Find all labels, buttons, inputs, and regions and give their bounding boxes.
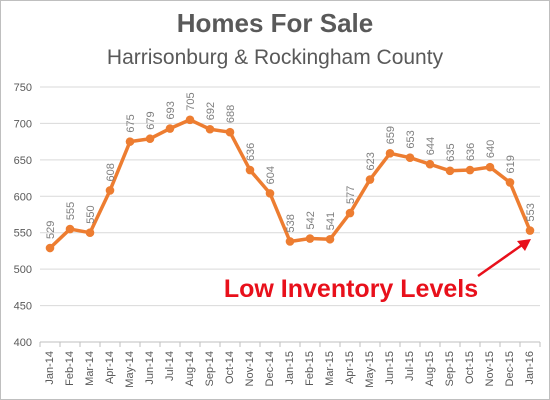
annotation-text: Low Inventory Levels [224, 275, 478, 303]
data-point [505, 178, 515, 187]
x-tick-label: Jul-14 [164, 351, 176, 381]
data-label: 623 [365, 152, 377, 170]
x-tick-label: Nov-15 [484, 351, 496, 386]
data-point [245, 165, 255, 175]
x-tick-label: Jul-15 [404, 351, 416, 381]
data-label: 640 [485, 140, 497, 158]
y-tick-label: 500 [14, 264, 32, 276]
data-label: 675 [125, 114, 137, 132]
data-label: 604 [265, 166, 277, 184]
data-point [525, 226, 535, 235]
data-label: 538 [285, 214, 297, 232]
x-tick-label: Jun-14 [144, 351, 156, 385]
x-axis-ticks: Jan-14 Feb-14 Mar-14 Apr-14 May-14 Jun-14 Jul-… [44, 351, 536, 388]
data-point [205, 124, 215, 134]
x-tick-label: Aug-15 [424, 351, 436, 386]
data-point [85, 228, 95, 238]
data-label: 553 [525, 203, 537, 221]
x-tick-label: Apr-15 [344, 351, 356, 384]
x-tick-label: Mar-14 [84, 351, 96, 386]
data-point [425, 159, 435, 169]
data-point [485, 162, 495, 172]
data-point [225, 127, 235, 137]
x-tick-label: May-14 [124, 351, 136, 388]
annotation: Low Inventory Levels [224, 239, 531, 303]
data-point [265, 189, 275, 198]
x-tick-label: Apr-14 [104, 351, 116, 384]
x-tick-label: Sep-15 [444, 351, 456, 386]
x-tick-label: Oct-15 [464, 351, 476, 384]
data-label: 542 [305, 211, 317, 229]
data-label: 636 [465, 143, 477, 161]
data-label: 529 [45, 221, 57, 239]
x-tick-label: Aug-14 [184, 351, 196, 386]
x-tick-label: May-15 [364, 351, 376, 388]
data-point [165, 124, 175, 133]
data-point [65, 224, 75, 234]
data-label: 550 [85, 205, 97, 223]
data-label: 619 [505, 155, 517, 173]
x-tick-label: Oct-14 [224, 351, 236, 384]
data-labels: 529 555 550 608 675 679 693 705 692 688 636 604 538 5… [45, 92, 537, 239]
x-tick-label: Dec-14 [264, 351, 276, 386]
y-tick-label: 550 [14, 228, 32, 240]
x-tick-label: Jan-16 [524, 351, 536, 385]
data-point [185, 115, 195, 125]
data-point [45, 243, 55, 253]
data-label: 577 [345, 186, 357, 204]
x-tick-label: Dec-15 [504, 351, 516, 386]
data-label: 688 [225, 105, 237, 123]
data-label: 644 [425, 137, 437, 155]
data-label: 679 [145, 111, 157, 129]
x-tick-label: Jan-15 [284, 351, 296, 385]
y-axis-ticks: 400 450 500 550 600 650 700 750 [14, 82, 32, 349]
y-tick-label: 750 [14, 82, 32, 94]
y-tick-label: 600 [14, 191, 32, 203]
x-tick-label: Feb-14 [64, 351, 76, 386]
y-tick-label: 450 [14, 301, 32, 313]
x-tick-label: Sep-14 [204, 351, 216, 386]
data-label: 608 [105, 163, 117, 181]
chart-title: Homes For Sale [176, 8, 374, 38]
data-label: 705 [185, 92, 197, 110]
data-point [105, 186, 115, 195]
data-point [445, 166, 455, 176]
x-tick-label: Jun-15 [384, 351, 396, 385]
data-label: 635 [445, 143, 457, 161]
data-label: 653 [405, 130, 417, 148]
annotation-arrow [477, 243, 523, 278]
y-tick-label: 700 [14, 118, 32, 130]
x-tick-label: Feb-15 [304, 351, 316, 386]
x-tick-label: Jan-14 [44, 351, 56, 385]
data-label: 659 [385, 126, 397, 144]
series [45, 115, 535, 253]
x-tick-label: Nov-14 [244, 351, 256, 386]
data-point [305, 234, 315, 243]
chart-subtitle: Harrisonburg & Rockingham County [106, 46, 444, 69]
data-point [325, 234, 335, 244]
data-point [125, 137, 135, 146]
data-point [465, 165, 475, 175]
y-tick-label: 650 [14, 155, 32, 167]
data-label: 692 [205, 102, 217, 120]
data-point [285, 237, 295, 246]
data-label: 541 [325, 212, 337, 230]
data-point [405, 153, 415, 162]
y-tick-label: 400 [14, 337, 32, 349]
annotation-arrowhead [517, 239, 531, 251]
data-label: 693 [165, 101, 177, 119]
data-point [345, 208, 355, 218]
data-point [145, 134, 155, 144]
data-point [385, 149, 395, 158]
data-label: 636 [245, 143, 257, 161]
data-point [365, 175, 375, 184]
data-label: 555 [65, 202, 77, 220]
x-tick-label: Mar-15 [324, 351, 336, 386]
